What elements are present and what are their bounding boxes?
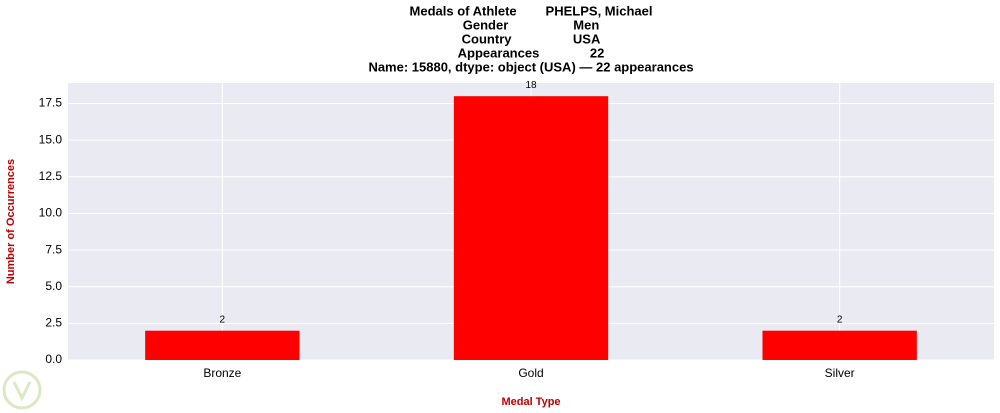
chart-title: Medals of Athlete PHELPS, Michael <box>410 3 653 18</box>
y-tick-label: 12.5 <box>39 169 63 183</box>
chart-title: Gender Men <box>463 17 600 32</box>
x-tick-label: Gold <box>518 366 543 380</box>
y-tick-label: 17.5 <box>39 96 63 110</box>
logo <box>2 370 42 410</box>
y-axis-label: Number of Occurrences <box>5 159 17 284</box>
y-tick-label: 7.5 <box>45 242 62 256</box>
chart-title: Appearances 22 <box>458 45 605 60</box>
x-tick-label: Silver <box>825 366 855 380</box>
value-label: 18 <box>525 80 537 91</box>
chart-title: Country USA <box>462 31 601 46</box>
x-axis-label: Medal Type <box>501 396 560 408</box>
x-tick-label: Bronze <box>203 366 241 380</box>
chart-title: Name: 15880, dtype: object (USA) — 22 ap… <box>368 59 693 74</box>
y-tick-label: 2.5 <box>45 316 62 330</box>
y-tick-label: 10.0 <box>39 206 63 220</box>
bar <box>145 330 300 360</box>
value-label: 2 <box>220 314 226 325</box>
value-label: 2 <box>837 314 843 325</box>
bar <box>762 330 917 360</box>
y-tick-label: 15.0 <box>39 132 63 146</box>
bar <box>453 96 609 360</box>
y-tick-label: 0.0 <box>45 352 62 366</box>
y-tick-label: 5.0 <box>45 279 62 293</box>
